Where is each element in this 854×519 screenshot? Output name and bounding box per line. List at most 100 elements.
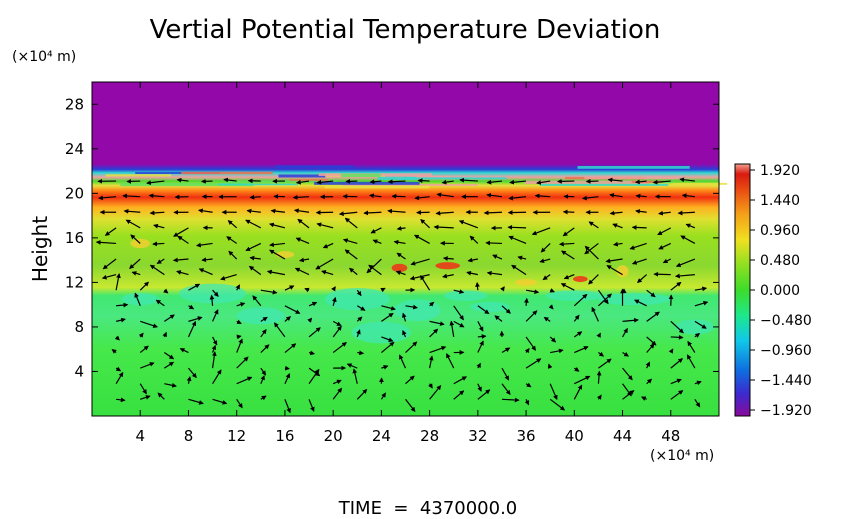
wind-vector: [563, 274, 575, 280]
wind-vector: [101, 274, 117, 280]
wind-vector: [574, 375, 591, 385]
warm-patch: [391, 263, 408, 273]
wind-vector: [536, 180, 551, 185]
wind-vector: [574, 346, 589, 354]
wind-vector: [149, 264, 165, 276]
wind-vector: [211, 344, 217, 353]
wind-vector: [573, 293, 588, 307]
wind-vector: [393, 239, 406, 245]
wind-vector: [500, 286, 505, 292]
x-tick-label: 4: [135, 427, 145, 445]
wind-vector: [162, 331, 167, 338]
wind-vector: [559, 241, 575, 247]
wind-vector: [381, 341, 395, 354]
wind-vector: [621, 288, 627, 294]
wind-vector: [598, 358, 612, 369]
wind-vector: [640, 396, 647, 401]
wind-vector: [494, 315, 503, 322]
wind-vector: [188, 316, 203, 322]
wind-vector: [646, 378, 653, 385]
wind-vector: [348, 267, 358, 276]
warm-patch: [435, 262, 461, 270]
wind-vector: [635, 209, 647, 214]
wind-vector: [381, 336, 394, 342]
wind-vector: [694, 398, 701, 408]
wind-vector: [429, 301, 435, 307]
wind-vector: [609, 210, 623, 216]
wind-vector: [153, 223, 165, 229]
wind-vector: [396, 226, 406, 231]
wind-vector: [226, 236, 238, 244]
y-tick-label: 16: [65, 229, 84, 247]
wind-vector: [402, 329, 407, 338]
wind-vector: [561, 250, 575, 260]
x-tick-label: 32: [468, 427, 487, 445]
cool-patch: [470, 301, 510, 313]
wind-vector: [308, 399, 315, 412]
wind-vector: [269, 242, 285, 248]
wind-vector: [675, 258, 696, 268]
wind-vector: [129, 258, 141, 270]
wind-vector: [122, 193, 141, 199]
wind-vector: [582, 195, 599, 201]
wind-vector: [539, 258, 551, 264]
plot-frame: [91, 81, 720, 417]
wind-vector: [381, 365, 389, 370]
stratified-streak: [342, 183, 478, 186]
wind-vector: [260, 367, 267, 376]
wind-vector: [188, 398, 204, 405]
wind-vector: [613, 241, 623, 247]
wind-vector: [114, 335, 120, 341]
wind-vector: [622, 351, 629, 357]
heatmap-field: [92, 82, 719, 416]
wind-vector: [95, 239, 117, 245]
wind-vector-field: [95, 177, 709, 414]
wind-vector: [429, 384, 442, 400]
wind-vector: [294, 267, 310, 276]
wind-vector: [477, 305, 490, 315]
wind-vector: [104, 227, 117, 236]
wind-vector: [130, 234, 141, 244]
wind-vector: [274, 322, 286, 338]
wind-vector: [686, 354, 696, 369]
wind-vector: [646, 289, 656, 298]
wind-vector: [116, 302, 129, 308]
wind-vector: [477, 321, 484, 332]
wind-vector: [284, 305, 301, 314]
wind-vector: [547, 363, 553, 369]
wind-vector: [315, 258, 334, 270]
wind-vector: [453, 376, 468, 385]
cool-patch: [179, 283, 247, 304]
wind-vector: [357, 350, 365, 356]
wind-vector: [381, 312, 394, 322]
wind-vector: [332, 320, 342, 327]
wind-vector: [211, 351, 217, 369]
wind-vector: [139, 281, 149, 291]
wind-vector: [212, 398, 228, 405]
wind-vector: [680, 235, 696, 244]
wind-vector: [308, 367, 321, 377]
cool-patch: [351, 321, 412, 344]
wind-vector: [395, 270, 406, 276]
wind-vector: [196, 242, 213, 248]
wind-vector: [212, 336, 218, 346]
wind-vector: [622, 327, 628, 338]
wind-vector: [508, 235, 527, 244]
wind-vector: [635, 193, 647, 199]
wind-vector: [342, 238, 358, 245]
wind-vector: [156, 258, 165, 265]
stratified-streak: [377, 176, 417, 181]
wind-vector: [483, 210, 502, 216]
wind-vector: [401, 312, 407, 322]
wind-vector: [670, 378, 682, 385]
wind-vector: [212, 289, 219, 297]
wind-vector: [694, 320, 707, 329]
wind-vector: [679, 177, 695, 183]
wind-vector: [525, 289, 540, 295]
wind-vector: [507, 224, 527, 230]
x-tick-label: 24: [372, 427, 391, 445]
y-tick-label: 28: [65, 95, 84, 113]
wind-vector: [212, 309, 219, 322]
x-tick-label: 28: [420, 427, 439, 445]
